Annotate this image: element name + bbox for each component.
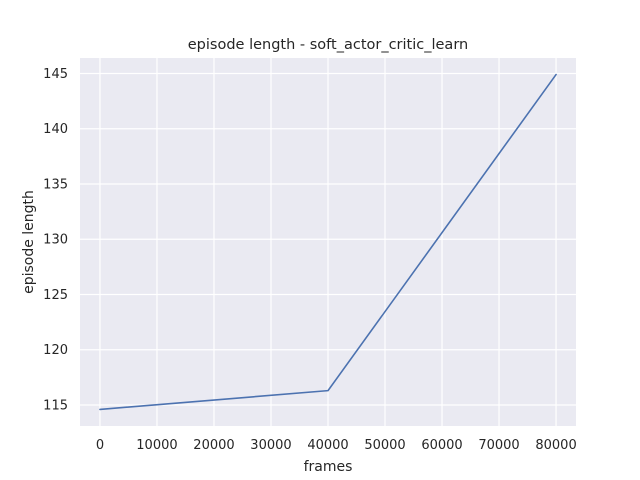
x-axis-label: frames — [304, 459, 353, 475]
x-axis-ticks: 0 10000 20000 30000 40000 50000 60000 70000 8000… — [96, 438, 577, 453]
y-axis-label: episode length — [21, 190, 37, 294]
y-tick-label: 140 — [43, 122, 68, 137]
x-tick-label: 20000 — [193, 438, 234, 453]
x-tick-label: 0 — [96, 438, 104, 453]
y-tick-label: 115 — [43, 399, 68, 414]
series-line — [99, 73, 557, 411]
x-tick-label: 10000 — [136, 438, 177, 453]
y-gridlines — [80, 72, 576, 406]
y-tick-label: 145 — [43, 67, 68, 82]
x-tick-label: 60000 — [421, 438, 462, 453]
y-tick-label: 130 — [43, 233, 68, 248]
x-tick-label: 70000 — [478, 438, 519, 453]
y-tick-label: 120 — [43, 343, 68, 358]
chart-title: episode length - soft_actor_critic_learn — [188, 37, 468, 53]
x-tick-label: 50000 — [364, 438, 405, 453]
x-gridlines — [99, 58, 557, 426]
x-tick-label: 80000 — [535, 438, 576, 453]
x-tick-label: 30000 — [250, 438, 291, 453]
x-tick-label: 40000 — [307, 438, 348, 453]
series-layer — [99, 73, 557, 411]
y-axis-ticks: 115 120 125 130 135 140 145 — [43, 67, 68, 414]
y-tick-label: 125 — [43, 288, 68, 303]
y-tick-label: 135 — [43, 177, 68, 192]
